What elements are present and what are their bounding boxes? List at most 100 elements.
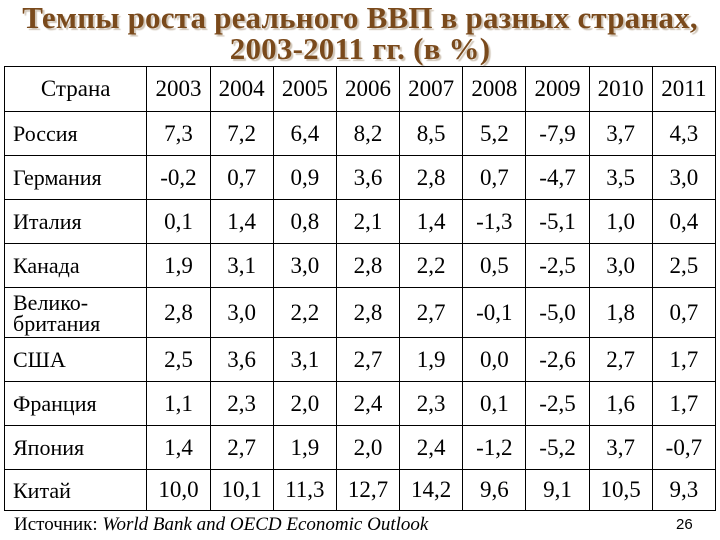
value-cell: 2,8 xyxy=(335,287,401,338)
value-cell: 1,4 xyxy=(209,199,274,244)
value-cell: 1,7 xyxy=(651,337,717,382)
value-cell: 9,6 xyxy=(462,469,527,511)
table-row: Канада 1,9 3,1 3,0 2,8 2,2 0,5 -2,5 3,0 … xyxy=(3,243,717,288)
value-cell: 1,7 xyxy=(651,381,717,426)
value-cell: 5,2 xyxy=(462,111,527,156)
table-row: Велико-британия 2,8 3,0 2,2 2,8 2,7 -0,1… xyxy=(3,287,717,338)
value-cell: -5,1 xyxy=(525,199,590,244)
year-column-header: 2004 xyxy=(209,66,274,112)
value-cell: -4,7 xyxy=(525,155,590,200)
table-row: Япония 1,4 2,7 1,9 2,0 2,4 -1,2 -5,2 3,7… xyxy=(3,425,717,470)
value-cell: 0,0 xyxy=(462,337,527,382)
year-column-header: 2007 xyxy=(399,66,464,112)
value-cell: 6,4 xyxy=(272,111,337,156)
value-cell: 2,1 xyxy=(335,199,401,244)
value-cell: -7,9 xyxy=(525,111,590,156)
table-row: США 2,5 3,6 3,1 2,7 1,9 0,0 -2,6 2,7 1,7 xyxy=(3,337,717,382)
value-cell: 0,7 xyxy=(209,155,274,200)
value-cell: -2,5 xyxy=(525,243,590,288)
value-cell: 2,5 xyxy=(146,337,211,382)
slide-title: Темпы роста реального ВВП в разных стран… xyxy=(0,2,720,64)
year-column-header: 2009 xyxy=(525,66,590,112)
value-cell: 0,8 xyxy=(272,199,337,244)
value-cell: -0,2 xyxy=(146,155,211,200)
value-cell: 3,5 xyxy=(588,155,653,200)
table-row: Франция 1,1 2,3 2,0 2,4 2,3 0,1 -2,5 1,6… xyxy=(3,381,717,426)
value-cell: 4,3 xyxy=(651,111,717,156)
country-cell: Италия xyxy=(3,199,148,244)
value-cell: 2,8 xyxy=(335,243,401,288)
value-cell: -5,2 xyxy=(525,425,590,470)
table-row: Китай 10,0 10,1 11,3 12,7 14,2 9,6 9,1 1… xyxy=(3,469,717,511)
value-cell: 2,7 xyxy=(588,337,653,382)
value-cell: 1,1 xyxy=(146,381,211,426)
value-cell: 2,4 xyxy=(335,381,401,426)
value-cell: 3,7 xyxy=(588,111,653,156)
year-column-header: 2010 xyxy=(588,66,653,112)
table-row: Россия 7,3 7,2 6,4 8,2 8,5 5,2 -7,9 3,7 … xyxy=(3,111,717,156)
value-cell: 2,8 xyxy=(399,155,464,200)
value-cell: 9,3 xyxy=(651,469,717,511)
value-cell: -0,1 xyxy=(462,287,527,338)
value-cell: 2,4 xyxy=(399,425,464,470)
value-cell: 2,7 xyxy=(335,337,401,382)
value-cell: -2,5 xyxy=(525,381,590,426)
country-cell: Япония xyxy=(3,425,148,470)
value-cell: -0,7 xyxy=(651,425,717,470)
title-line-2: 2003-2011 гг. (в %) xyxy=(229,31,491,66)
value-cell: 3,0 xyxy=(651,155,717,200)
year-column-header: 2005 xyxy=(272,66,337,112)
value-cell: 2,8 xyxy=(146,287,211,338)
value-cell: 3,1 xyxy=(272,337,337,382)
value-cell: 3,0 xyxy=(588,243,653,288)
country-cell: Китай xyxy=(3,469,148,511)
value-cell: 2,2 xyxy=(272,287,337,338)
source-name: World Bank and OECD Economic Outlook xyxy=(102,514,429,535)
value-cell: 0,1 xyxy=(146,199,211,244)
table-row: Германия -0,2 0,7 0,9 3,6 2,8 0,7 -4,7 3… xyxy=(3,155,717,200)
value-cell: 1,6 xyxy=(588,381,653,426)
value-cell: 3,1 xyxy=(209,243,274,288)
year-column-header: 2008 xyxy=(462,66,527,112)
value-cell: 3,6 xyxy=(209,337,274,382)
value-cell: -1,3 xyxy=(462,199,527,244)
year-column-header: 2003 xyxy=(146,66,211,112)
value-cell: 10,1 xyxy=(209,469,274,511)
value-cell: 7,3 xyxy=(146,111,211,156)
value-cell: 0,7 xyxy=(651,287,717,338)
table-header-row: Страна 2003 2004 2005 2006 2007 2008 200… xyxy=(3,66,717,112)
country-cell: Канада xyxy=(3,243,148,288)
country-cell: Велико-британия xyxy=(3,287,148,338)
value-cell: 3,0 xyxy=(209,287,274,338)
value-cell: 1,9 xyxy=(399,337,464,382)
value-cell: 9,1 xyxy=(525,469,590,511)
value-cell: 0,9 xyxy=(272,155,337,200)
value-cell: 2,0 xyxy=(335,425,401,470)
value-cell: 1,0 xyxy=(588,199,653,244)
value-cell: 1,9 xyxy=(146,243,211,288)
value-cell: 8,5 xyxy=(399,111,464,156)
value-cell: 3,7 xyxy=(588,425,653,470)
value-cell: 2,7 xyxy=(209,425,274,470)
value-cell: 14,2 xyxy=(399,469,464,511)
value-cell: 2,7 xyxy=(399,287,464,338)
value-cell: 10,0 xyxy=(146,469,211,511)
country-cell: Германия xyxy=(3,155,148,200)
value-cell: 12,7 xyxy=(335,469,401,511)
value-cell: 0,1 xyxy=(462,381,527,426)
year-column-header: 2006 xyxy=(335,66,401,112)
country-cell: Франция xyxy=(3,381,148,426)
value-cell: 0,5 xyxy=(462,243,527,288)
value-cell: 3,0 xyxy=(272,243,337,288)
value-cell: 2,5 xyxy=(651,243,717,288)
value-cell: 2,0 xyxy=(272,381,337,426)
value-cell: 2,3 xyxy=(399,381,464,426)
gdp-growth-table: Страна 2003 2004 2005 2006 2007 2008 200… xyxy=(3,66,717,511)
value-cell: -5,0 xyxy=(525,287,590,338)
page-number: 26 xyxy=(676,516,693,533)
source-note: Источник: World Bank and OECD Economic O… xyxy=(14,514,428,536)
table-row: Италия 0,1 1,4 0,8 2,1 1,4 -1,3 -5,1 1,0… xyxy=(3,199,717,244)
value-cell: -2,6 xyxy=(525,337,590,382)
value-cell: 1,4 xyxy=(399,199,464,244)
value-cell: 1,9 xyxy=(272,425,337,470)
